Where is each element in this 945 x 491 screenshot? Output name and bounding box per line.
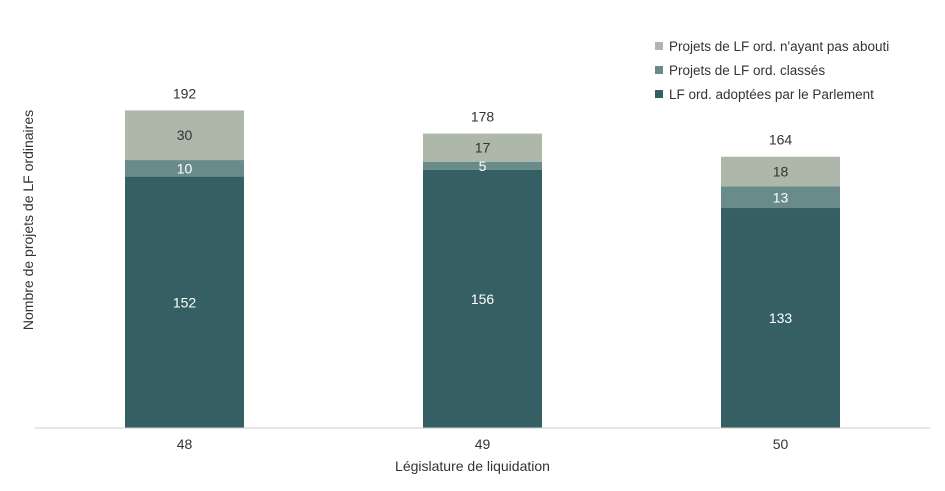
x-axis-title: Législature de liquidation bbox=[395, 458, 550, 474]
data-label-50-s1: 13 bbox=[773, 189, 789, 205]
data-labels-layer: 152 10 30 192 156 5 17 178 133 13 18 164 bbox=[173, 85, 793, 326]
data-label-50-s2: 18 bbox=[773, 164, 789, 180]
legend-item-not-completed: Projets de LF ord. n'ayant pas abouti bbox=[655, 34, 889, 58]
data-label-49-s1: 5 bbox=[479, 158, 487, 174]
y-axis-title: Nombre de projets de LF ordinaires bbox=[20, 109, 36, 331]
legend-swatch-classified bbox=[655, 66, 663, 74]
bar-segment-48-s2 bbox=[125, 110, 244, 161]
bar-segment-49-s1 bbox=[423, 161, 542, 170]
x-axis-ticks: 48 49 50 bbox=[177, 436, 789, 452]
bar-segment-48-s0 bbox=[125, 176, 244, 428]
bar-segment-50-s2 bbox=[721, 156, 840, 187]
data-label-48-s1: 10 bbox=[177, 160, 193, 176]
legend-item-adopted: LF ord. adoptées par le Parlement bbox=[655, 82, 889, 106]
x-tick-label-49: 49 bbox=[475, 436, 491, 452]
legend-label-not-completed: Projets de LF ord. n'ayant pas abouti bbox=[669, 38, 890, 54]
bar-segment-48-s1 bbox=[125, 160, 244, 177]
bar-segment-50-s1 bbox=[721, 186, 840, 209]
x-tick-label-48: 48 bbox=[177, 436, 193, 452]
total-label-49: 178 bbox=[471, 109, 495, 125]
bar-segment-49-s0 bbox=[423, 169, 542, 428]
x-tick-label-50: 50 bbox=[773, 436, 789, 452]
data-label-48-s2: 30 bbox=[177, 127, 193, 143]
data-label-49-s2: 17 bbox=[475, 140, 491, 156]
legend-item-classified: Projets de LF ord. classés bbox=[655, 58, 889, 82]
total-label-50: 164 bbox=[769, 132, 793, 148]
legend-swatch-adopted bbox=[655, 90, 663, 98]
legend-label-adopted: LF ord. adoptées par le Parlement bbox=[669, 86, 874, 102]
bar-segment-49-s2 bbox=[423, 133, 542, 162]
data-label-48-s0: 152 bbox=[173, 294, 197, 310]
bars-layer bbox=[125, 110, 840, 428]
bar-segment-50-s0 bbox=[721, 208, 840, 428]
legend-swatch-not-completed bbox=[655, 42, 663, 50]
total-label-48: 192 bbox=[173, 85, 197, 101]
legend: Projets de LF ord. n'ayant pas abouti Pr… bbox=[655, 34, 889, 106]
data-label-50-s0: 133 bbox=[769, 310, 793, 326]
legend-label-classified: Projets de LF ord. classés bbox=[669, 62, 826, 78]
data-label-49-s0: 156 bbox=[471, 291, 495, 307]
